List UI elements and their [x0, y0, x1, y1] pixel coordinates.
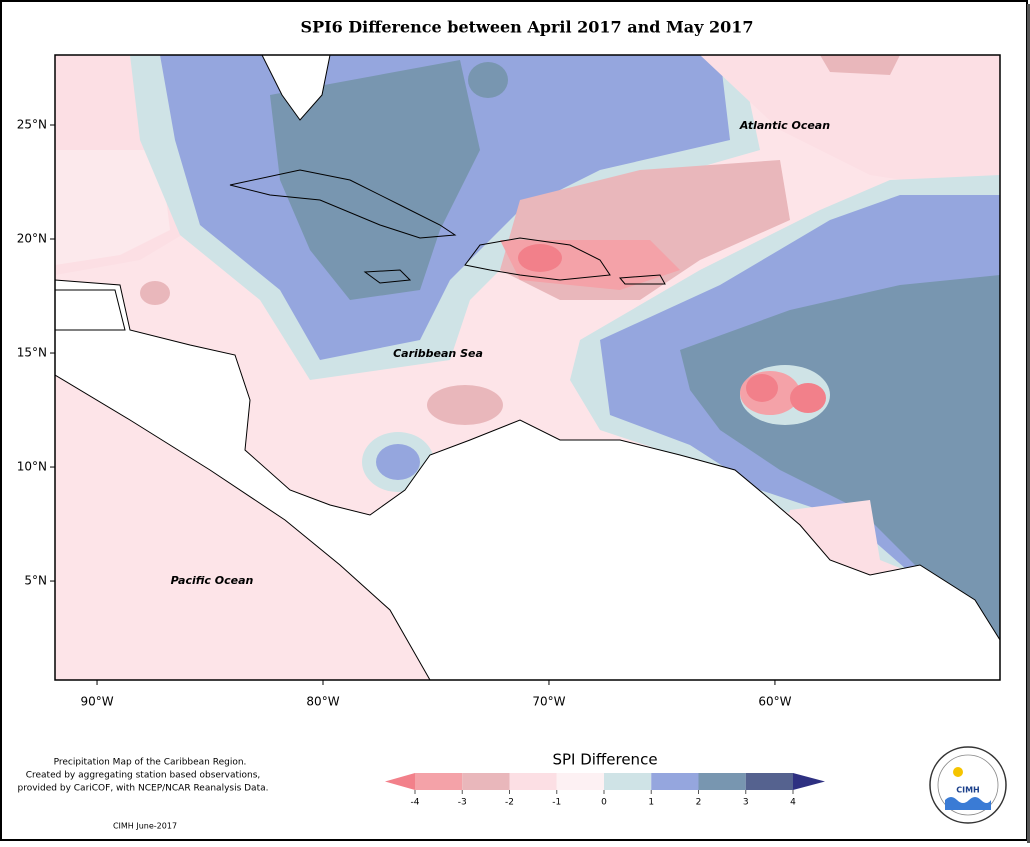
legend-swatch: [604, 773, 652, 790]
lon-tick-label: 70°W: [532, 695, 565, 709]
lon-tick-label: 90°W: [80, 695, 113, 709]
zone: [746, 374, 778, 402]
land: [55, 279, 1000, 680]
zone: [376, 444, 420, 480]
lat-tick-label: 20°N: [17, 232, 47, 246]
sea-label: Caribbean Sea: [393, 347, 483, 360]
land: [55, 289, 126, 331]
legend-tick-label: 2: [696, 798, 702, 808]
legend-tick-label: 0: [601, 798, 607, 808]
title: SPI6 Difference between April 2017 and M…: [301, 18, 754, 37]
island: [229, 169, 457, 239]
legend-swatch: [415, 773, 463, 790]
legend-swatch: [698, 773, 746, 790]
lon-tick-label: 60°W: [758, 695, 791, 709]
ocean-label: Atlantic Ocean: [739, 119, 830, 132]
legend-swatch: [651, 773, 699, 790]
island: [464, 237, 611, 281]
zone: [680, 275, 1000, 640]
shadow: [1027, 4, 1030, 843]
logo-waves: [945, 797, 991, 810]
logo-sun: [953, 767, 963, 777]
map-border: [54, 54, 1001, 681]
zone: [468, 62, 508, 98]
legend-arrow: [793, 773, 825, 790]
legend-swatch: [509, 773, 557, 790]
legend-arrow: [385, 773, 415, 790]
legend-tick-label: 4: [790, 798, 796, 808]
zone: [55, 150, 170, 265]
legend-title: SPI Difference: [552, 751, 657, 769]
legend-tick-label: 1: [648, 798, 654, 808]
zone: [140, 281, 170, 305]
legend-tick-label: -2: [505, 798, 514, 808]
lon-tick-label: 80°W: [306, 695, 339, 709]
axes: 25°N 20°N 15°N 10°N 5°N 90°W 80°W 70°W 60°W: [17, 118, 792, 709]
legend-tick-label: -3: [458, 798, 467, 808]
footnote: Created by aggregating station based obs…: [26, 771, 261, 781]
credit: CIMH June-2017: [113, 822, 177, 831]
zone: [820, 55, 900, 75]
land: [261, 55, 331, 121]
zone: [427, 385, 503, 425]
lat-tick-label: 25°N: [17, 118, 47, 132]
legend-swatch: [556, 773, 604, 790]
lat-tick-label: 10°N: [17, 460, 47, 474]
lat-tick-label: 15°N: [17, 346, 47, 360]
zone: [790, 383, 826, 413]
lat-tick-label: 5°N: [24, 574, 47, 588]
footnote: provided by CariCOF, with NCEP/NCAR Rean…: [18, 784, 269, 794]
map: [55, 55, 1000, 680]
zone: [518, 244, 562, 272]
footnote: Precipitation Map of the Caribbean Regio…: [54, 758, 247, 768]
legend-swatch: [462, 773, 510, 790]
island: [618, 274, 666, 285]
legend: -4 -3 -2 -1 0 1 2 3 4: [385, 773, 825, 808]
logo: CIMH: [929, 746, 1007, 824]
legend-tick-label: -4: [411, 798, 420, 808]
legend-swatch: [745, 773, 793, 790]
island: [363, 269, 412, 284]
ocean-label: Pacific Ocean: [171, 574, 254, 587]
logo-text: CIMH: [956, 786, 980, 795]
zone: [700, 55, 1000, 195]
legend-tick-label: 3: [743, 798, 749, 808]
zone: [270, 60, 480, 300]
legend-tick-label: -1: [552, 798, 561, 808]
